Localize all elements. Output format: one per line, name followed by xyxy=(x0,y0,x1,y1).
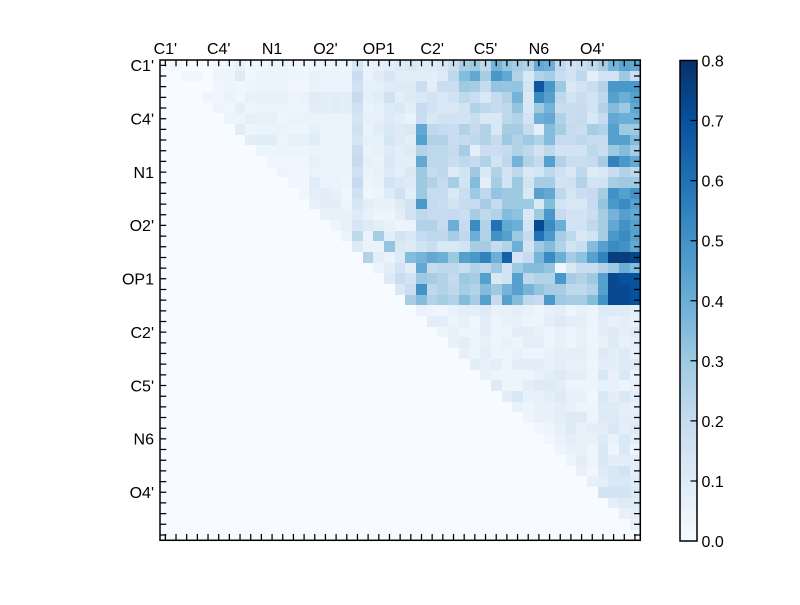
svg-text:N6: N6 xyxy=(529,41,550,58)
svg-text:C4': C4' xyxy=(207,41,231,58)
svg-text:0.6: 0.6 xyxy=(702,174,724,191)
svg-text:C2': C2' xyxy=(130,325,154,342)
svg-text:0.4: 0.4 xyxy=(702,294,724,311)
svg-text:O4': O4' xyxy=(130,485,154,502)
svg-text:O2': O2' xyxy=(313,41,337,58)
svg-text:N1: N1 xyxy=(262,41,283,58)
svg-text:O4': O4' xyxy=(580,41,604,58)
svg-text:C5': C5' xyxy=(474,41,498,58)
svg-text:O2': O2' xyxy=(130,218,154,235)
svg-text:0.3: 0.3 xyxy=(702,354,724,371)
svg-text:N1: N1 xyxy=(134,165,155,182)
svg-text:0.7: 0.7 xyxy=(702,114,724,131)
svg-text:0.0: 0.0 xyxy=(702,534,724,551)
svg-text:N6: N6 xyxy=(134,432,155,449)
svg-text:C1': C1' xyxy=(130,58,154,75)
svg-text:0.5: 0.5 xyxy=(702,234,724,251)
svg-text:0.8: 0.8 xyxy=(702,54,724,71)
svg-text:C5': C5' xyxy=(130,378,154,395)
svg-text:OP1: OP1 xyxy=(363,41,395,58)
svg-text:0.2: 0.2 xyxy=(702,414,724,431)
svg-text:0.1: 0.1 xyxy=(702,474,724,491)
svg-text:OP1: OP1 xyxy=(122,272,154,289)
svg-text:C1': C1' xyxy=(154,41,178,58)
svg-text:C4': C4' xyxy=(130,112,154,129)
svg-text:C2': C2' xyxy=(420,41,444,58)
